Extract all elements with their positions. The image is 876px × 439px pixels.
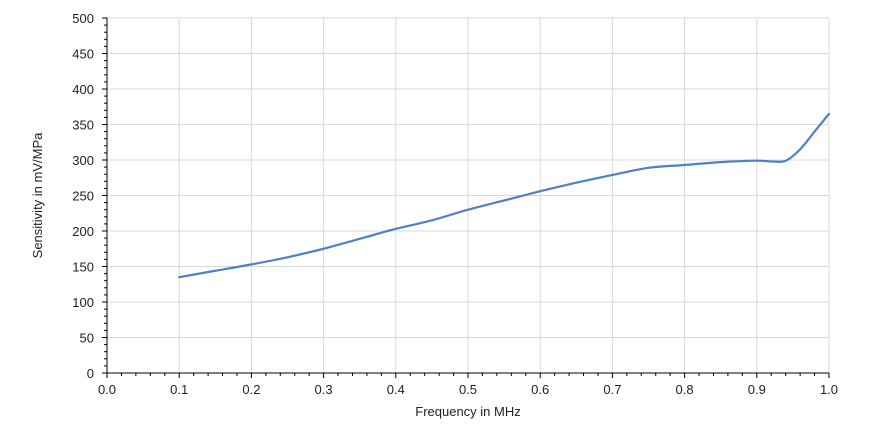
x-tick-label: 0.5 [459,382,477,397]
y-tick-label: 50 [80,331,94,346]
y-tick-label: 0 [87,366,94,381]
tick-marks [102,17,830,378]
y-tick-label: 300 [72,153,94,168]
y-tick-label: 250 [72,189,94,204]
y-axis-title: Sensitivity in mV/MPa [30,132,45,258]
y-tick-label: 200 [72,224,94,239]
x-tick-label: 0.4 [387,382,405,397]
x-tick-label: 0.8 [676,382,694,397]
y-tick-label: 400 [72,82,94,97]
x-tick-label: 0.3 [315,382,333,397]
x-tick-label: 0.9 [748,382,766,397]
x-tick-label: 0.1 [170,382,188,397]
y-tick-label: 350 [72,118,94,133]
y-tick-label: 150 [72,260,94,275]
data-series [178,112,831,279]
x-tick-label: 1.0 [820,382,838,397]
y-tick-label: 100 [72,295,94,310]
y-tick-label: 500 [72,11,94,26]
y-tick-label: 450 [72,47,94,62]
x-tick-labels: 0.0 0.1 0.2 0.3 0.4 0.5 0.6 0.7 0.8 0.9 1.0 [98,382,838,397]
x-tick-label: 0.7 [603,382,621,397]
x-tick-label: 0.0 [98,382,116,397]
x-tick-label: 0.6 [531,382,549,397]
x-tick-label: 0.2 [242,382,260,397]
y-tick-labels: 0 50 100 150 200 250 300 350 400 450 500 [72,11,94,381]
sensitivity-line [178,112,831,279]
grid-lines [107,17,830,373]
x-axis-title: Frequency in MHz [415,404,520,419]
